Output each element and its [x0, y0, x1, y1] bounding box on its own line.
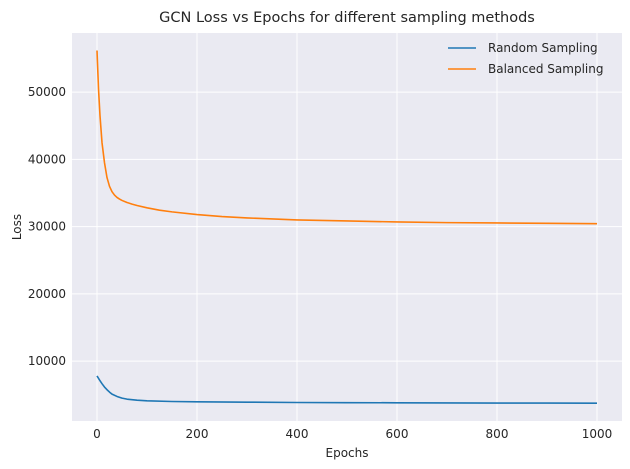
x-tick-labels: 0 200 400 600 800 1000 [93, 427, 612, 441]
series-line-1 [96, 50, 598, 225]
chart-title: GCN Loss vs Epochs for different samplin… [159, 10, 535, 26]
y-tick-label: 30000 [28, 220, 66, 234]
y-tick-label: 10000 [28, 354, 66, 368]
x-tick-label: 400 [286, 427, 309, 441]
y-tick-label: 50000 [28, 85, 66, 99]
y-tick-label: 20000 [28, 287, 66, 301]
x-tick-label: 0 [93, 427, 101, 441]
series-lines [96, 50, 598, 404]
y-tick-label: 40000 [28, 152, 66, 166]
y-tick-labels: 10000 20000 30000 40000 50000 [28, 85, 66, 368]
series-line-0 [96, 375, 598, 404]
x-tick-label: 200 [186, 427, 209, 441]
legend-label: Balanced Sampling [488, 62, 603, 76]
x-axis-label: Epochs [326, 446, 369, 460]
y-axis-label: Loss [10, 214, 24, 240]
legend: Random Sampling Balanced Sampling [448, 41, 603, 76]
legend-label: Random Sampling [488, 41, 598, 55]
x-tick-label: 1000 [582, 427, 613, 441]
x-tick-label: 600 [386, 427, 409, 441]
x-tick-label: 800 [486, 427, 509, 441]
gridlines [72, 33, 622, 421]
